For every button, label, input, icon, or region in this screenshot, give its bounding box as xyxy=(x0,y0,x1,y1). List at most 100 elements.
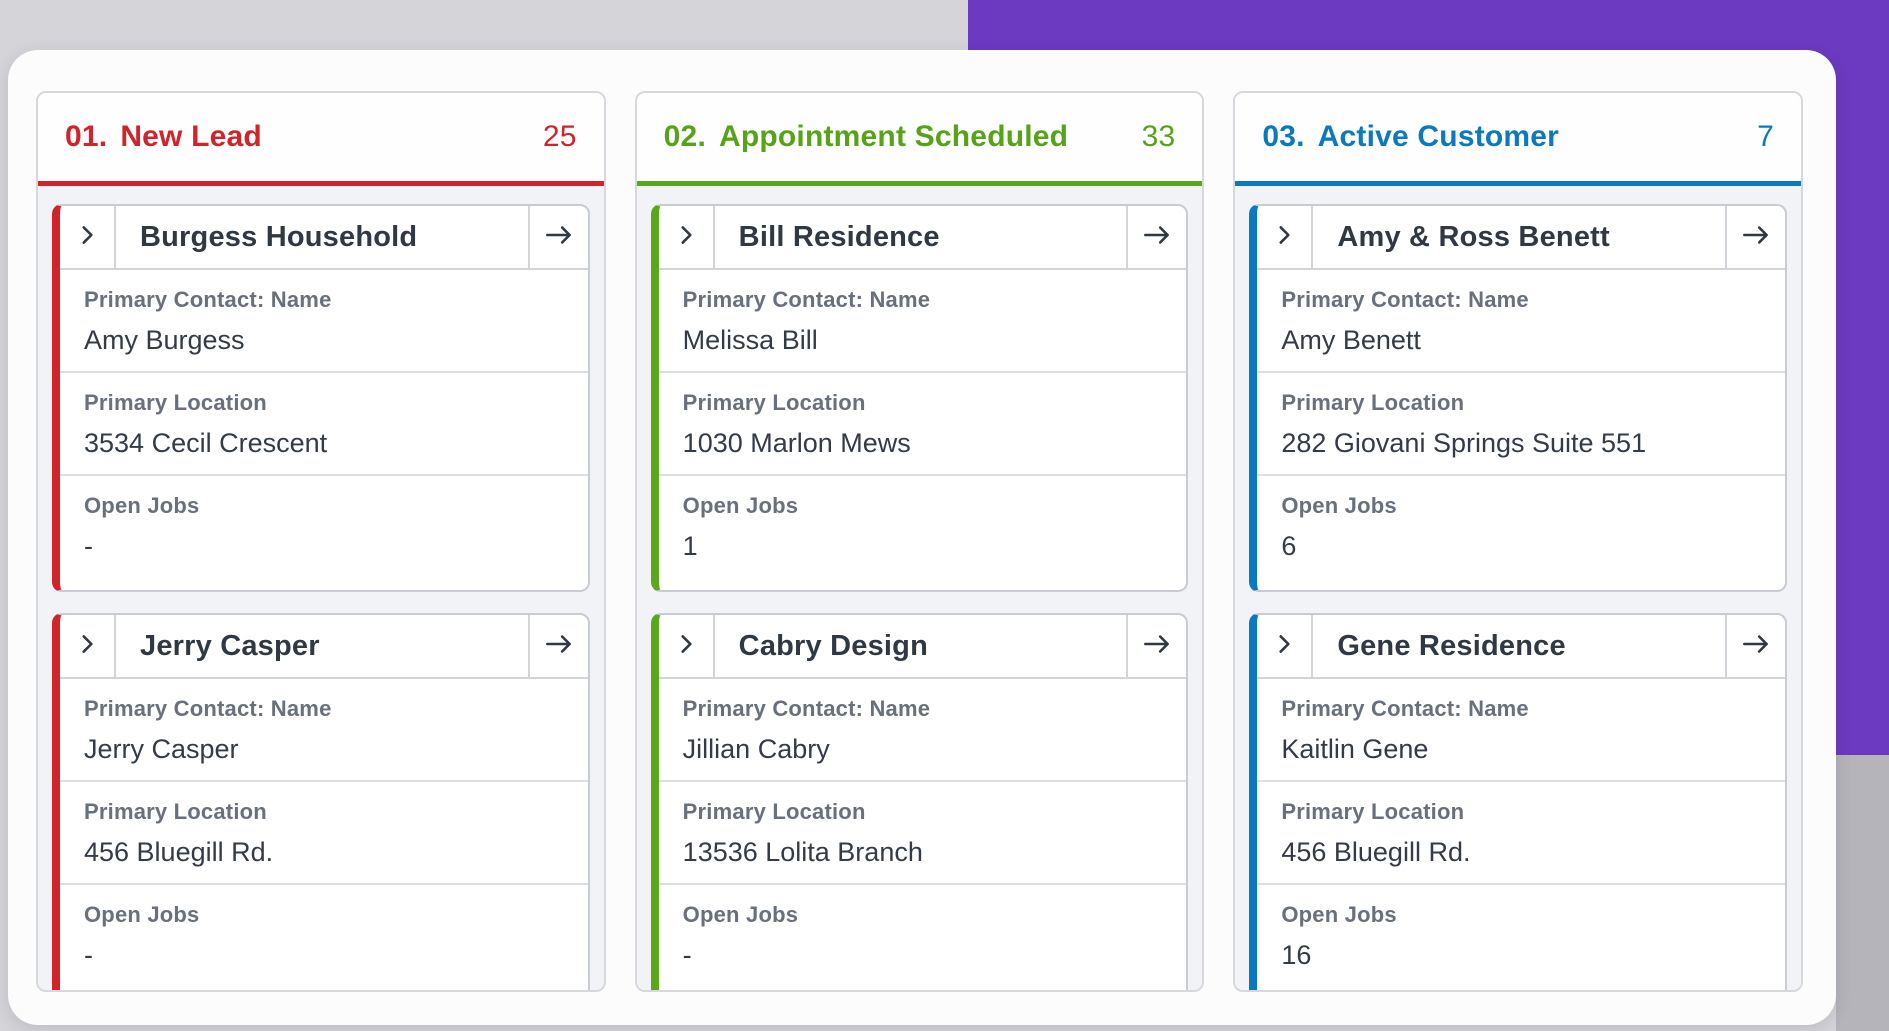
field-value: Melissa Bill xyxy=(683,325,1163,356)
field-label: Primary Contact: Name xyxy=(683,696,1163,722)
field-value: Kaitlin Gene xyxy=(1281,734,1761,765)
field-primary-location: Primary Location 1030 Marlon Mews xyxy=(659,371,1187,474)
field-primary-contact: Primary Contact: Name Amy Benett xyxy=(1257,270,1785,371)
column-body: Amy & Ross Benett Primary Contact: Name … xyxy=(1235,186,1801,992)
field-open-jobs: Open Jobs 1 xyxy=(659,474,1187,590)
field-label: Open Jobs xyxy=(1281,493,1761,519)
field-label: Primary Location xyxy=(1281,799,1761,825)
column-count-badge: 7 xyxy=(1757,120,1774,154)
column-index: 02. xyxy=(664,120,706,154)
field-primary-location: Primary Location 456 Bluegill Rd. xyxy=(1257,780,1785,883)
chevron-right-icon xyxy=(673,222,699,253)
open-record-button[interactable] xyxy=(528,615,588,677)
column-title: Appointment Scheduled xyxy=(719,120,1068,154)
open-record-button[interactable] xyxy=(1126,206,1186,268)
customer-card: Bill Residence Primary Contact: Name Mel… xyxy=(651,204,1189,592)
field-value: 6 xyxy=(1281,531,1761,562)
column-count-badge: 33 xyxy=(1142,120,1176,154)
field-value: 456 Bluegill Rd. xyxy=(1281,837,1761,868)
field-value: Amy Benett xyxy=(1281,325,1761,356)
customer-card: Burgess Household Primary Contact: Name … xyxy=(52,204,590,592)
field-label: Open Jobs xyxy=(683,902,1163,928)
card-header: Bill Residence xyxy=(659,206,1187,270)
customer-card: Jerry Casper Primary Contact: Name Jerry… xyxy=(52,613,590,992)
open-record-button[interactable] xyxy=(528,206,588,268)
card-header: Jerry Casper xyxy=(60,615,588,679)
field-primary-contact: Primary Contact: Name Jillian Cabry xyxy=(659,679,1187,780)
field-value: Jillian Cabry xyxy=(683,734,1163,765)
field-open-jobs: Open Jobs 16 xyxy=(1257,883,1785,992)
arrow-right-icon xyxy=(1140,222,1174,253)
field-value: 13536 Lolita Branch xyxy=(683,837,1163,868)
expand-card-button[interactable] xyxy=(60,615,116,677)
field-primary-location: Primary Location 456 Bluegill Rd. xyxy=(60,780,588,883)
field-primary-location: Primary Location 13536 Lolita Branch xyxy=(659,780,1187,883)
field-value: Amy Burgess xyxy=(84,325,564,356)
expand-card-button[interactable] xyxy=(60,206,116,268)
card-header: Amy & Ross Benett xyxy=(1257,206,1785,270)
open-record-button[interactable] xyxy=(1725,615,1785,677)
column-body: Burgess Household Primary Contact: Name … xyxy=(38,186,604,992)
pipeline-board-panel: 01. New Lead 25 Burgess Household Primar xyxy=(8,50,1836,1025)
field-primary-contact: Primary Contact: Name Melissa Bill xyxy=(659,270,1187,371)
chevron-right-icon xyxy=(1271,222,1297,253)
open-record-button[interactable] xyxy=(1126,615,1186,677)
field-label: Primary Contact: Name xyxy=(683,287,1163,313)
pipeline-column-new-lead: 01. New Lead 25 Burgess Household Primar xyxy=(36,91,606,992)
card-header: Burgess Household xyxy=(60,206,588,270)
card-title: Jerry Casper xyxy=(116,615,528,677)
expand-card-button[interactable] xyxy=(659,206,715,268)
card-title: Amy & Ross Benett xyxy=(1313,206,1725,268)
customer-card: Amy & Ross Benett Primary Contact: Name … xyxy=(1249,204,1787,592)
column-title: New Lead xyxy=(120,120,262,154)
column-header: 03. Active Customer 7 xyxy=(1235,93,1801,186)
pipeline-column-appointment-scheduled: 02. Appointment Scheduled 33 Bill Reside… xyxy=(635,91,1205,992)
pipeline-column-active-customer: 03. Active Customer 7 Amy & Ross Benett xyxy=(1233,91,1803,992)
chevron-right-icon xyxy=(74,222,100,253)
expand-card-button[interactable] xyxy=(1257,206,1313,268)
field-value: - xyxy=(683,940,1163,971)
arrow-right-icon xyxy=(542,631,576,662)
field-value: 282 Giovani Springs Suite 551 xyxy=(1281,428,1761,459)
field-value: 1030 Marlon Mews xyxy=(683,428,1163,459)
card-body: Primary Contact: Name Kaitlin Gene Prima… xyxy=(1257,679,1785,992)
field-value: 1 xyxy=(683,531,1163,562)
field-value: 3534 Cecil Crescent xyxy=(84,428,564,459)
column-count-badge: 25 xyxy=(543,120,577,154)
card-body: Primary Contact: Name Amy Burgess Primar… xyxy=(60,270,588,590)
field-primary-contact: Primary Contact: Name Jerry Casper xyxy=(60,679,588,780)
field-label: Primary Contact: Name xyxy=(1281,287,1761,313)
field-value: - xyxy=(84,531,564,562)
field-value: 16 xyxy=(1281,940,1761,971)
expand-card-button[interactable] xyxy=(659,615,715,677)
arrow-right-icon xyxy=(1739,631,1773,662)
field-label: Open Jobs xyxy=(84,493,564,519)
card-body: Primary Contact: Name Amy Benett Primary… xyxy=(1257,270,1785,590)
arrow-right-icon xyxy=(1140,631,1174,662)
column-index: 03. xyxy=(1262,120,1304,154)
expand-card-button[interactable] xyxy=(1257,615,1313,677)
field-label: Primary Contact: Name xyxy=(84,287,564,313)
card-title: Burgess Household xyxy=(116,206,528,268)
arrow-right-icon xyxy=(542,222,576,253)
field-primary-location: Primary Location 3534 Cecil Crescent xyxy=(60,371,588,474)
open-record-button[interactable] xyxy=(1725,206,1785,268)
field-value: 456 Bluegill Rd. xyxy=(84,837,564,868)
field-open-jobs: Open Jobs - xyxy=(659,883,1187,992)
card-header: Cabry Design xyxy=(659,615,1187,679)
column-header: 01. New Lead 25 xyxy=(38,93,604,186)
chevron-right-icon xyxy=(74,631,100,662)
chevron-right-icon xyxy=(673,631,699,662)
column-title: Active Customer xyxy=(1318,120,1559,154)
card-header: Gene Residence xyxy=(1257,615,1785,679)
field-primary-contact: Primary Contact: Name Amy Burgess xyxy=(60,270,588,371)
field-label: Primary Location xyxy=(84,799,564,825)
field-value: - xyxy=(84,940,564,971)
card-body: Primary Contact: Name Melissa Bill Prima… xyxy=(659,270,1187,590)
field-label: Primary Contact: Name xyxy=(1281,696,1761,722)
column-header: 02. Appointment Scheduled 33 xyxy=(637,93,1203,186)
card-title: Gene Residence xyxy=(1313,615,1725,677)
customer-card: Cabry Design Primary Contact: Name Jilli… xyxy=(651,613,1189,992)
card-title: Bill Residence xyxy=(715,206,1127,268)
column-body: Bill Residence Primary Contact: Name Mel… xyxy=(637,186,1203,992)
